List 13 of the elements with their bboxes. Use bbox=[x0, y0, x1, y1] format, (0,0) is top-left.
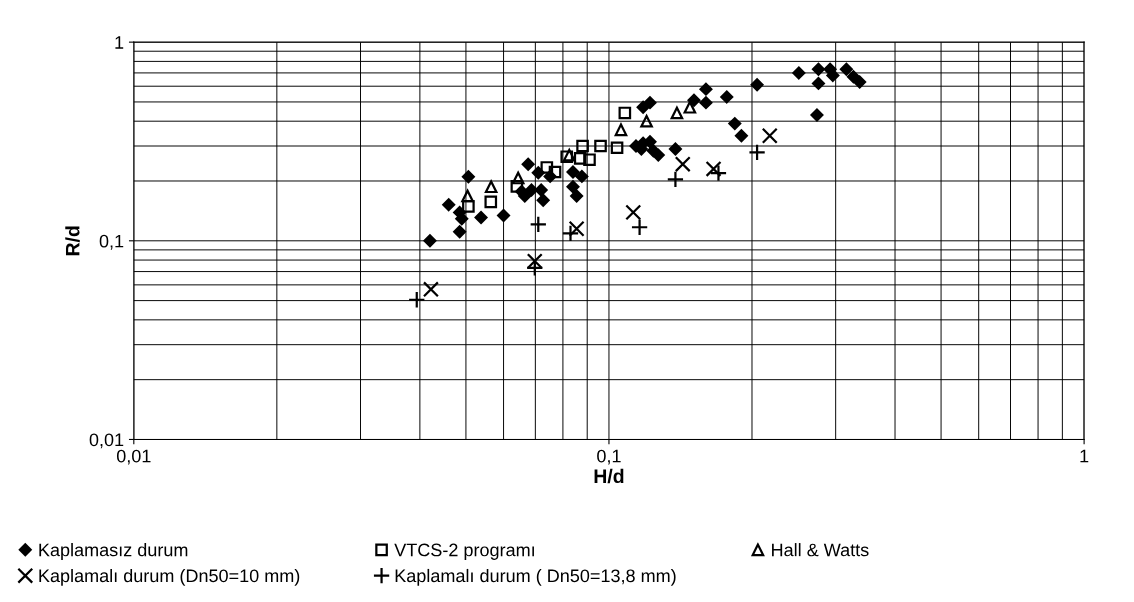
x-axis-title: H/d bbox=[594, 468, 624, 484]
legend-label: Kaplamasız durum bbox=[39, 543, 188, 560]
y-axis-title: R/d bbox=[65, 226, 80, 256]
y-tick-label: 1 bbox=[115, 36, 124, 49]
legend-label: Kaplamalı durum ( Dn50=13,8 mm) bbox=[395, 568, 676, 586]
x-tick-label: 0,1 bbox=[597, 449, 621, 465]
y-tick-label: 0,01 bbox=[89, 433, 124, 449]
x-tick-label: 0,01 bbox=[116, 449, 151, 465]
legend-label: Hall & Watts bbox=[772, 543, 869, 557]
legend-label: VTCS-2 programı bbox=[394, 543, 534, 560]
x-tick-label: 1 bbox=[1080, 449, 1089, 463]
legend-label: Kaplamalı durum (Dn50=10 mm) bbox=[39, 568, 300, 586]
y-tick-label: 0,1 bbox=[99, 234, 124, 250]
